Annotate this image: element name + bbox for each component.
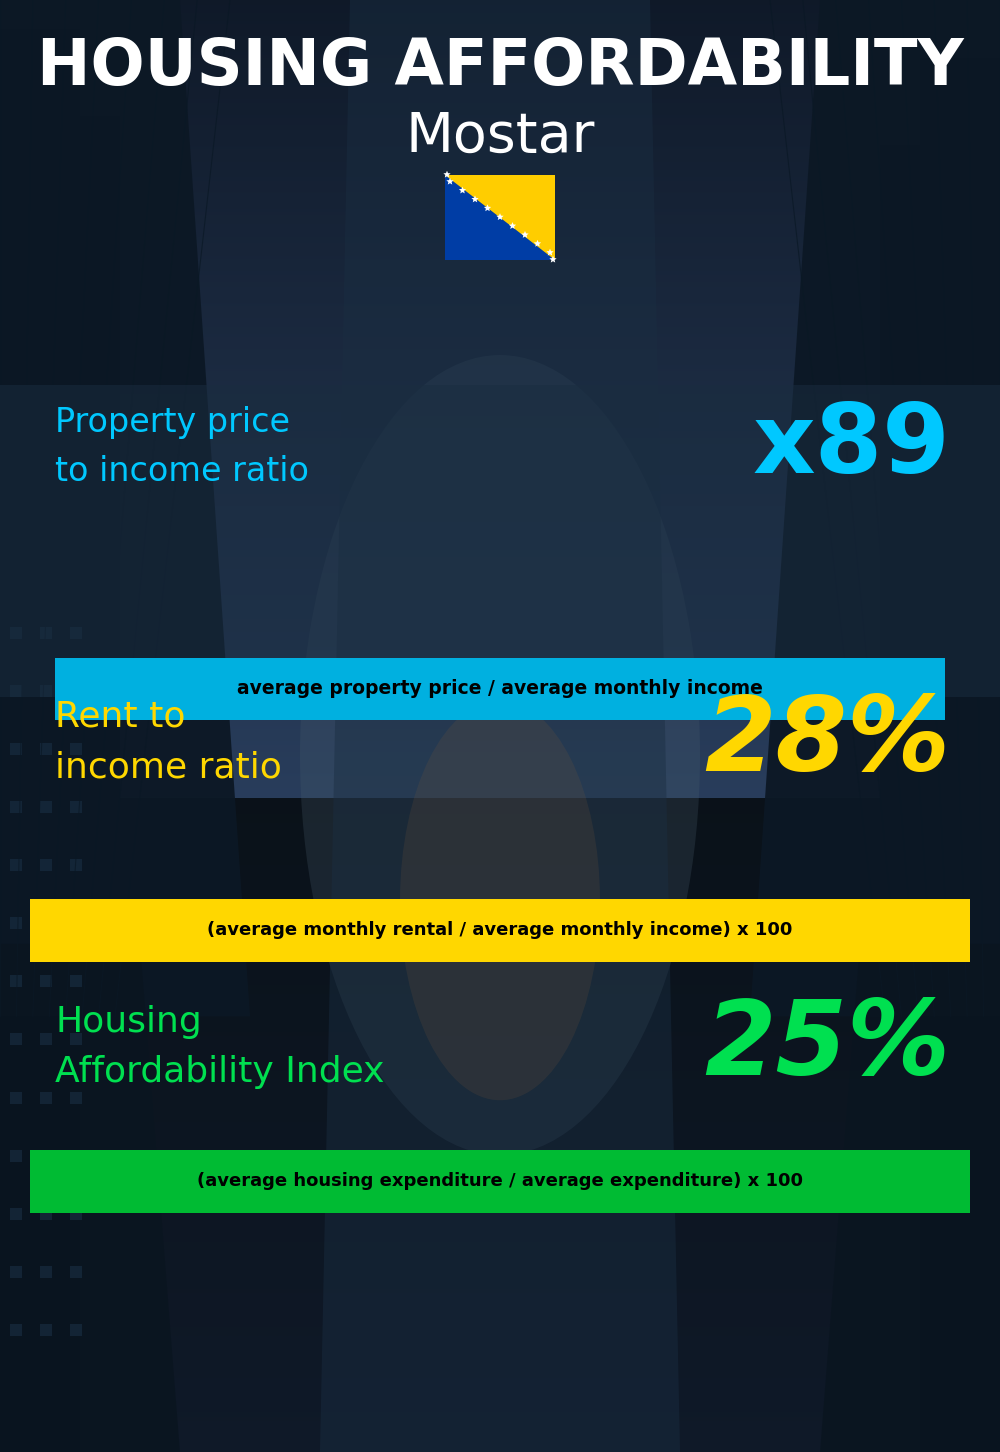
Polygon shape [40,1034,52,1045]
Polygon shape [0,944,180,1452]
Polygon shape [10,860,22,871]
Polygon shape [70,976,82,987]
Polygon shape [70,802,82,813]
Polygon shape [70,1092,82,1104]
FancyBboxPatch shape [0,385,1000,697]
FancyBboxPatch shape [30,899,970,963]
Polygon shape [484,205,491,211]
Polygon shape [10,627,22,639]
Ellipse shape [300,356,700,1154]
Ellipse shape [400,700,600,1101]
Text: Mostar: Mostar [405,110,595,164]
Polygon shape [40,685,52,697]
Polygon shape [70,1208,82,1220]
Polygon shape [40,1208,52,1220]
Polygon shape [40,1266,52,1278]
Polygon shape [534,240,541,247]
Polygon shape [40,627,52,639]
Polygon shape [40,860,52,871]
Polygon shape [10,685,22,697]
Polygon shape [70,627,82,639]
Polygon shape [546,248,554,256]
Polygon shape [10,1324,22,1336]
Polygon shape [40,1092,52,1104]
Polygon shape [496,213,504,221]
Polygon shape [10,976,22,987]
Polygon shape [70,1034,82,1045]
FancyBboxPatch shape [445,174,555,260]
Text: (average housing expenditure / average expenditure) x 100: (average housing expenditure / average e… [197,1172,803,1191]
Polygon shape [471,196,479,202]
Polygon shape [40,802,52,813]
Polygon shape [10,1150,22,1162]
Polygon shape [40,976,52,987]
Polygon shape [10,1034,22,1045]
Text: average property price / average monthly income: average property price / average monthly… [237,680,763,698]
FancyBboxPatch shape [30,1150,970,1214]
Polygon shape [70,1324,82,1336]
Polygon shape [10,1266,22,1278]
Polygon shape [750,0,1000,1016]
Text: (average monthly rental / average monthly income) x 100: (average monthly rental / average monthl… [207,921,793,939]
Polygon shape [40,918,52,929]
Polygon shape [70,743,82,755]
Polygon shape [920,58,1000,1452]
Text: Housing
Affordability Index: Housing Affordability Index [55,1005,384,1089]
Polygon shape [443,171,451,177]
Polygon shape [70,685,82,697]
Polygon shape [0,29,80,1452]
Polygon shape [40,1150,52,1162]
Text: Rent to
income ratio: Rent to income ratio [55,700,282,784]
Polygon shape [70,1150,82,1162]
Polygon shape [445,174,555,260]
Polygon shape [320,0,680,1452]
Text: 28%: 28% [704,691,950,793]
Polygon shape [40,743,52,755]
Polygon shape [10,743,22,755]
Polygon shape [40,1324,52,1336]
Polygon shape [880,145,1000,1452]
Text: HOUSING AFFORDABILITY: HOUSING AFFORDABILITY [37,36,963,97]
Polygon shape [446,177,454,184]
Polygon shape [10,802,22,813]
Text: x89: x89 [752,401,950,494]
Polygon shape [521,231,529,238]
Polygon shape [549,256,557,263]
Polygon shape [10,918,22,929]
Polygon shape [509,222,516,229]
Polygon shape [0,0,250,1016]
Polygon shape [10,1208,22,1220]
FancyBboxPatch shape [55,658,945,720]
Text: Property price
to income ratio: Property price to income ratio [55,407,309,488]
Text: 25%: 25% [704,996,950,1098]
Polygon shape [0,116,120,1452]
Polygon shape [70,918,82,929]
Polygon shape [820,944,1000,1452]
Polygon shape [70,860,82,871]
Polygon shape [10,1092,22,1104]
Polygon shape [70,1266,82,1278]
Polygon shape [459,186,466,193]
